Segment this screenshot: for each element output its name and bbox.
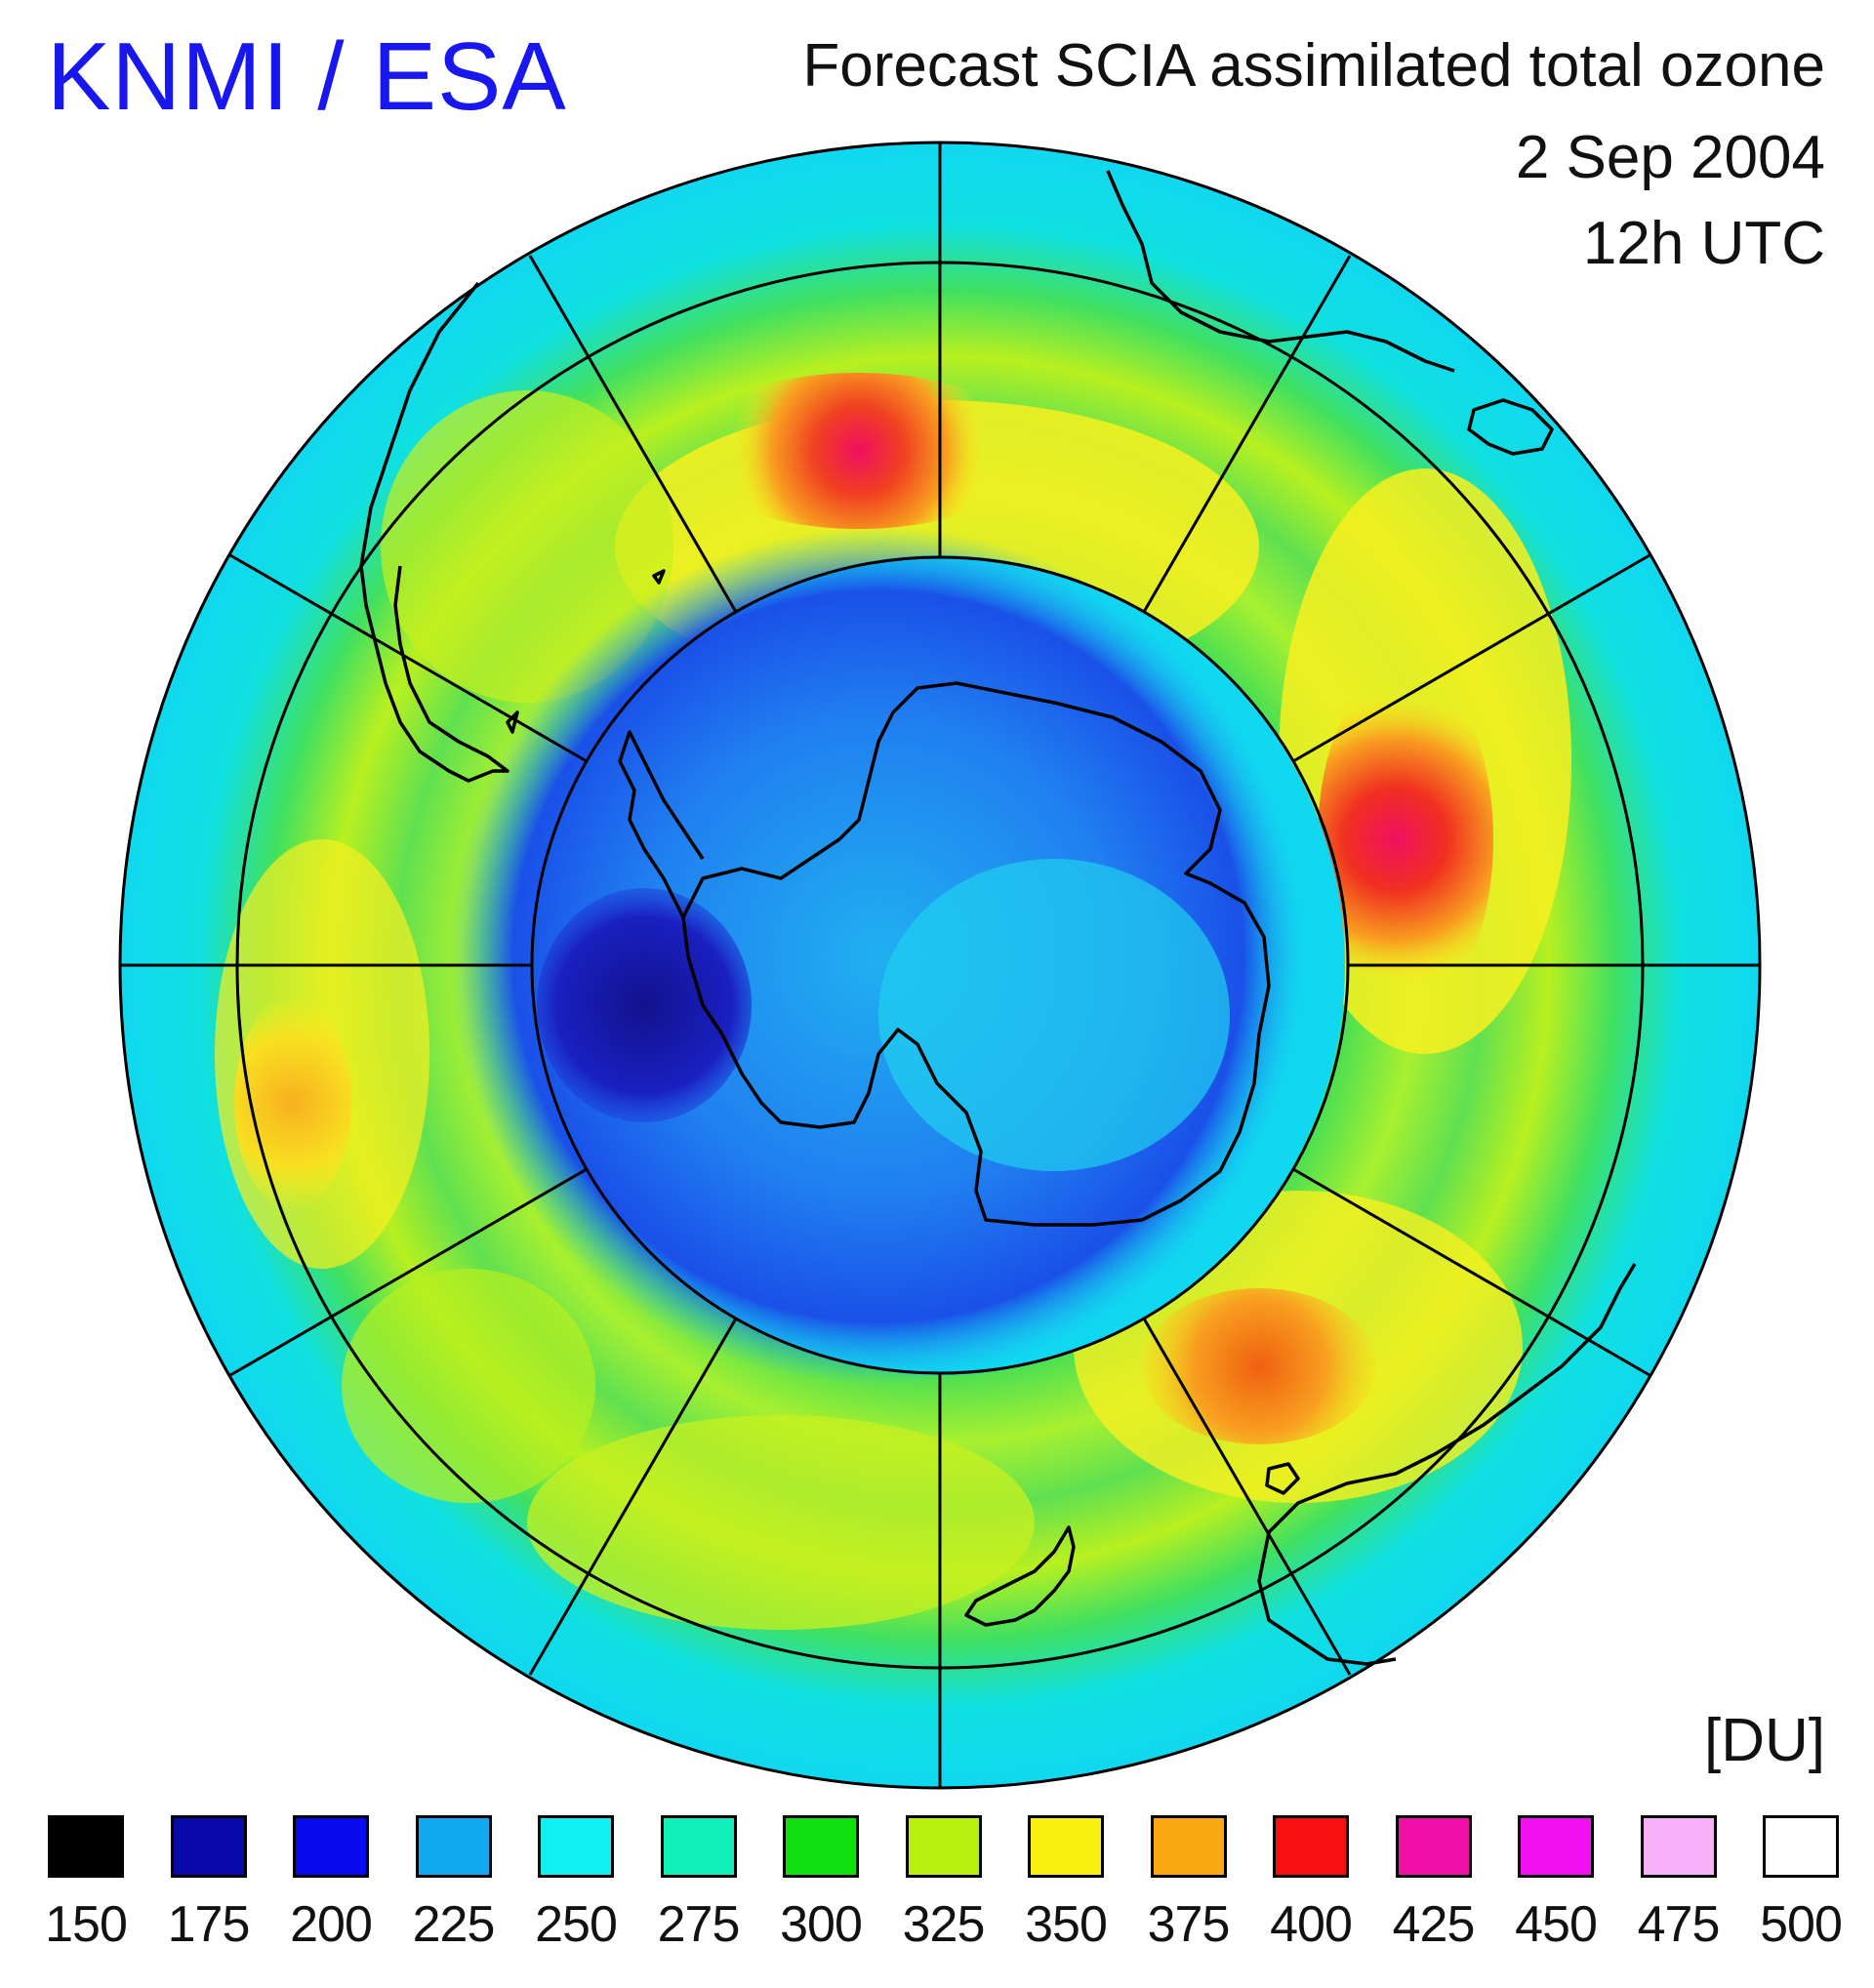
legend-swatch: [1518, 1815, 1594, 1878]
map-time: 12h UTC: [1582, 210, 1825, 277]
legend-swatch: [905, 1815, 982, 1878]
legend-item: 400: [1252, 1815, 1369, 1954]
ozone-hole-minimum: [537, 888, 752, 1122]
legend-swatch: [1763, 1815, 1839, 1878]
agency-logo-text: KNMI / ESA: [47, 22, 567, 130]
legend-item: 475: [1620, 1815, 1737, 1954]
legend-swatch: [1273, 1815, 1349, 1878]
legend-item: 200: [272, 1815, 389, 1954]
legend-label: 450: [1515, 1896, 1598, 1953]
legend-unit: [DU]: [1704, 1707, 1825, 1774]
madagascar-outline: [1467, 398, 1554, 456]
legend-item: 275: [640, 1815, 757, 1954]
legend-swatch: [1150, 1815, 1227, 1878]
legend-label: 250: [535, 1896, 618, 1953]
legend-label: 300: [780, 1896, 863, 1953]
legend-swatch: [415, 1815, 492, 1878]
legend-label: 225: [412, 1896, 496, 1953]
tasmania-outline: [1265, 1462, 1300, 1495]
ozone-hole: [449, 527, 1308, 1386]
legend-label: 400: [1270, 1896, 1353, 1953]
ozone-hotspot-north: [683, 373, 1035, 529]
africa-coastline: [1106, 170, 1455, 373]
antarctic-peninsula: [618, 730, 705, 918]
legend-item: 350: [1007, 1815, 1124, 1954]
legend-swatch: [170, 1815, 247, 1878]
legend-label: 150: [45, 1896, 128, 1953]
legend-item: 225: [395, 1815, 512, 1954]
map-date: 2 Sep 2004: [1515, 124, 1825, 191]
ozone-hotspot-southeast: [1142, 1288, 1376, 1444]
legend-item: 450: [1497, 1815, 1614, 1954]
legend-item: 150: [27, 1815, 144, 1954]
legend-label: 325: [902, 1896, 986, 1953]
legend-item: 325: [885, 1815, 1002, 1954]
legend-label: 475: [1637, 1896, 1721, 1953]
australia-coastline: [1257, 1263, 1637, 1666]
legend-swatch: [538, 1815, 614, 1878]
legend-label: 275: [657, 1896, 741, 1953]
color-legend: 150 175 200 225 250 275 300 325 350 375 400 425 450 4…: [0, 1815, 1874, 1981]
legend-swatch: [783, 1815, 859, 1878]
legend-label: 350: [1025, 1896, 1108, 1953]
legend-label: 375: [1147, 1896, 1231, 1953]
legend-swatch: [293, 1815, 369, 1878]
legend-label: 500: [1760, 1896, 1843, 1953]
ozone-polar-map: [118, 141, 1762, 1790]
south-america-coastline: [359, 281, 509, 783]
legend-swatch: [1395, 1815, 1472, 1878]
legend-item: 175: [150, 1815, 267, 1954]
legend-item: 250: [517, 1815, 634, 1954]
ozone-hotspot-east: [1318, 664, 1493, 1015]
legend-item: 425: [1375, 1815, 1492, 1954]
legend-swatch: [1640, 1815, 1717, 1878]
legend-swatch: [660, 1815, 737, 1878]
legend-swatch: [48, 1815, 124, 1878]
legend-item: 500: [1742, 1815, 1859, 1954]
legend-label: 200: [290, 1896, 373, 1953]
coastlines: [359, 170, 1637, 1666]
new-zealand-outline: [964, 1525, 1076, 1627]
legend-swatch: [1028, 1815, 1104, 1878]
map-title: Forecast SCIA assimilated total ozone: [802, 32, 1825, 100]
graticule: [118, 141, 1762, 1790]
legend-label: 175: [167, 1896, 251, 1953]
legend-label: 425: [1392, 1896, 1476, 1953]
antarctica-coastline: [681, 681, 1271, 1227]
legend-item: 300: [762, 1815, 879, 1954]
legend-item: 375: [1130, 1815, 1247, 1954]
